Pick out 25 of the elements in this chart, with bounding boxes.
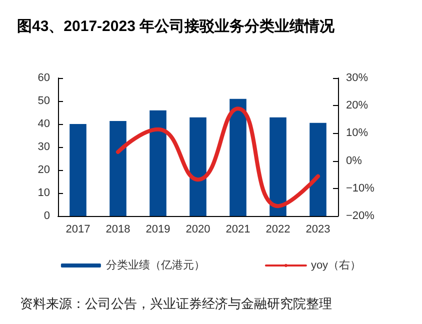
y-tick-label: 50 [38,95,50,107]
x-tick-label: 2023 [306,224,330,236]
y2-tick-label: 20% [346,100,368,112]
y-tick-label: 30 [38,141,50,153]
y2-tick-label: −10% [346,182,375,194]
y-tick-label: 20 [38,164,50,176]
x-tick-label: 2022 [266,224,290,236]
x-tick-label: 2021 [226,224,250,236]
x-tick-label: 2017 [66,224,90,236]
line-series [116,106,320,208]
y2-tick-label: 10% [346,127,368,140]
text: 资料来源：公司公告，兴业证券经济与金融研究院整理 [20,296,332,311]
y-tick-label: 10 [38,187,50,199]
y-tick-label: 60 [38,72,50,84]
y2-tick-label: 0% [346,154,362,167]
y-tick-label: 0 [44,210,50,222]
y2-tick-label: −20% [346,210,375,222]
chart-title: 图43、2017-2023 年公司接驳业务分类业绩情况 [17,18,336,35]
legend-label: 分类业绩（亿港元） [106,258,205,272]
x-tick-label: 2020 [186,224,210,236]
legend-label: yoy（右） [310,260,362,272]
x-tick-label: 2018 [106,224,130,236]
y-tick-label: 40 [38,118,50,130]
x-tick-label: 2019 [146,224,170,236]
y2-tick-label: 30% [346,72,368,84]
